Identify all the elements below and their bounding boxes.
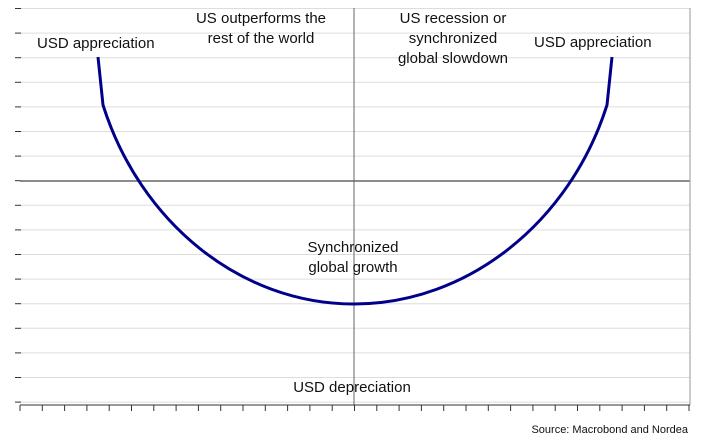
label: global growth — [308, 259, 397, 276]
label: USD appreciation — [37, 35, 155, 52]
source: Source: Macrobond and Nordea — [531, 424, 688, 436]
label: synchronized — [409, 30, 497, 47]
label: US outperforms the — [196, 10, 326, 27]
grid — [20, 8, 690, 403]
label: US recession or — [400, 10, 507, 27]
label: rest of the world — [208, 30, 315, 47]
smile-curve — [96, 56, 614, 306]
label: USD appreciation — [534, 34, 652, 51]
label: Synchronized — [308, 239, 399, 256]
label: global slowdown — [398, 50, 508, 67]
label: USD depreciation — [293, 379, 411, 396]
axis-ticks — [15, 8, 690, 411]
